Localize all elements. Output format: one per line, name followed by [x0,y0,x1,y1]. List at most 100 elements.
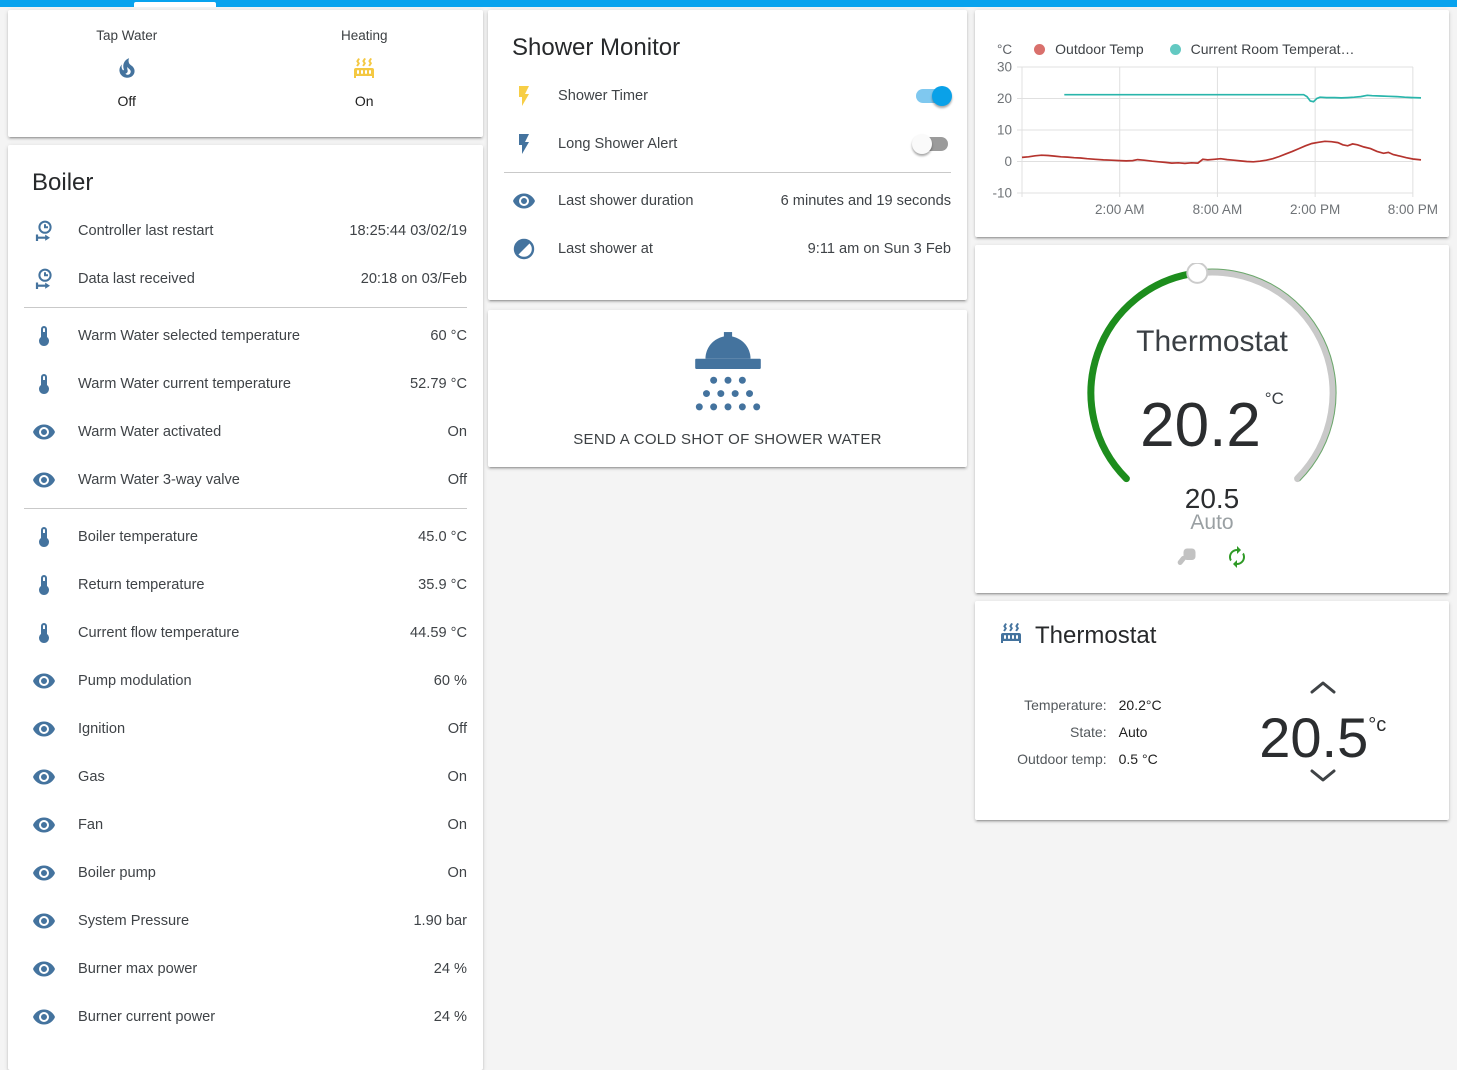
dial-arc-track[interactable] [1193,268,1337,483]
entity-row[interactable]: Warm Water current temperature 52.79 °C [24,360,467,408]
send-cold-shot-button[interactable]: SEND A COLD SHOT OF SHOWER WATER [488,310,967,467]
entity-row[interactable]: Warm Water activated On [24,408,467,456]
svg-text:-10: -10 [992,186,1012,201]
entity-row[interactable]: Boiler temperature 45.0 °C [24,513,467,561]
clock-start-icon [32,267,56,291]
eye-icon [32,1005,56,1029]
legend-dot [1169,43,1181,55]
chart-series-line [1064,93,1422,103]
attribute-label: Temperature: [1024,697,1107,713]
dial-mode-label: Auto [1190,511,1234,534]
card-title: Boiler [32,169,94,196]
entity-state: 24 % [433,1009,467,1025]
entity-state: On [447,865,467,881]
thermostat-dial-slider [1087,263,1337,483]
entity-name: Last shower duration [558,193,694,209]
toggle-switch[interactable] [912,134,951,154]
entity-name: Ignition [78,721,126,737]
entity-row[interactable]: Pump modulation 60 % [24,657,467,705]
entity-row[interactable]: Controller last restart 18:25:44 03/02/19 [24,207,467,255]
entity-row[interactable]: Burner max power 24 % [24,945,467,993]
eye-icon [32,909,56,933]
entity-row[interactable]: Burner current power 24 % [24,993,467,1041]
chevron-up-icon[interactable] [1306,678,1340,696]
autorenew-auto-mode-icon[interactable] [1225,545,1249,569]
entity-state: 9:11 am on Sun 3 Feb [807,241,951,257]
entity-row[interactable]: Boiler pump On [24,849,467,897]
dial-current-temperature: 20.2 °C [1140,389,1284,460]
entity-state: 35.9 °C [418,577,467,593]
entity-row[interactable]: Last shower duration 6 minutes and 19 sec… [504,177,951,225]
entity-name: System Pressure [78,913,190,929]
entity-state: Off [447,472,467,488]
divider [24,508,467,509]
entity-row[interactable]: Warm Water 3-way valve Off [24,456,467,504]
entity-name: Controller last restart [78,223,214,239]
fire-icon [114,54,140,82]
target-temperature-setter: 20.5°c [1221,678,1425,785]
shower-button-label: SEND A COLD SHOT OF SHOWER WATER [573,430,882,448]
glance-item-heating[interactable]: Heating On [246,10,484,137]
entity-state: 24 % [433,961,467,977]
entity-row[interactable]: Long Shower Alert [504,120,951,168]
glance-item-state: On [354,93,374,109]
dial-arc-filled[interactable] [1087,269,1201,483]
dial-handle[interactable] [1186,263,1209,284]
shower-monitor-rows: Shower Timer Long Shower Alert Last shower… [504,72,952,273]
entity-row[interactable]: System Pressure 1.90 bar [24,897,467,945]
dial-mode-buttons [975,545,1449,569]
divider [24,307,467,308]
svg-text:2:00 AM: 2:00 AM [1095,202,1145,217]
glance-item-state: Off [117,93,136,109]
thermostat-info-title: Thermostat [1035,621,1157,649]
entity-row[interactable]: Data last received 20:18 on 03/Feb [24,255,467,303]
toggle-switch[interactable] [913,86,952,106]
entity-row[interactable]: Current flow temperature 44.59 °C [24,609,467,657]
entity-row[interactable]: Warm Water selected temperature 60 °C [24,312,467,360]
temperature-line-chart: 30 20 10 0 -10 2:00 AM 8:00 AM 2:00 PM 8:00 PM [992,60,1438,218]
entity-state: 6 minutes and 19 seconds [780,193,951,209]
thermometer-icon [32,525,56,549]
active-tab-indicator[interactable] [134,2,216,7]
boiler-rows: Controller last restart 18:25:44 03/02/19… [24,207,467,1041]
entity-state: On [447,817,467,833]
thermostat-info-card: Thermostat Temperature: 20.2°C State: Au… [975,601,1449,820]
card-title: Shower Monitor [512,34,681,61]
glance-item-name: Tap Water [96,28,158,43]
thermostat-dial-card: Thermostat 20.2 °C 20.5 Auto [975,245,1449,593]
entity-name: Warm Water current temperature [78,376,292,392]
entity-name: Boiler pump [78,865,156,881]
attribute-value: 20.2°C [1118,697,1162,713]
top-tab-bar [0,0,1457,7]
dial-title: Thermostat [1136,325,1288,358]
entity-name: Return temperature [78,577,205,593]
attribute-value: 0.5 °C [1118,751,1158,767]
dial-unit: °C [1264,389,1284,408]
thermostat-info-header[interactable]: Thermostat [999,621,1425,650]
legend-item[interactable]: Outdoor Temp [1034,41,1144,57]
eye-icon [32,813,56,837]
entity-name: Pump modulation [78,673,192,689]
radiator-icon [999,621,1023,650]
entity-row[interactable]: Ignition Off [24,705,467,753]
legend-item[interactable]: Current Room Temperat… [1169,41,1355,57]
hand-manual-mode-icon[interactable] [1175,545,1199,569]
entity-row[interactable]: Fan On [24,801,467,849]
thermometer-icon [32,621,56,645]
attribute-row: Temperature: 20.2°C [999,692,1221,719]
entity-name: Shower Timer [558,88,649,104]
entity-row[interactable]: Return temperature 35.9 °C [24,561,467,609]
target-unit: °c [1368,714,1387,736]
entity-state: Off [447,721,467,737]
eye-icon [32,957,56,981]
glance-item-tap-water[interactable]: Tap Water Off [8,10,246,137]
divider [504,172,951,173]
entity-name: Long Shower Alert [558,136,678,152]
chevron-down-icon[interactable] [1306,767,1340,785]
entity-row[interactable]: Shower Timer [504,72,952,120]
entity-state: On [447,769,467,785]
entity-row[interactable]: Last shower at 9:11 am on Sun 3 Feb [504,225,951,273]
radiator-icon [352,54,376,82]
entity-row[interactable]: Gas On [24,753,467,801]
entity-name: Fan [78,817,104,833]
